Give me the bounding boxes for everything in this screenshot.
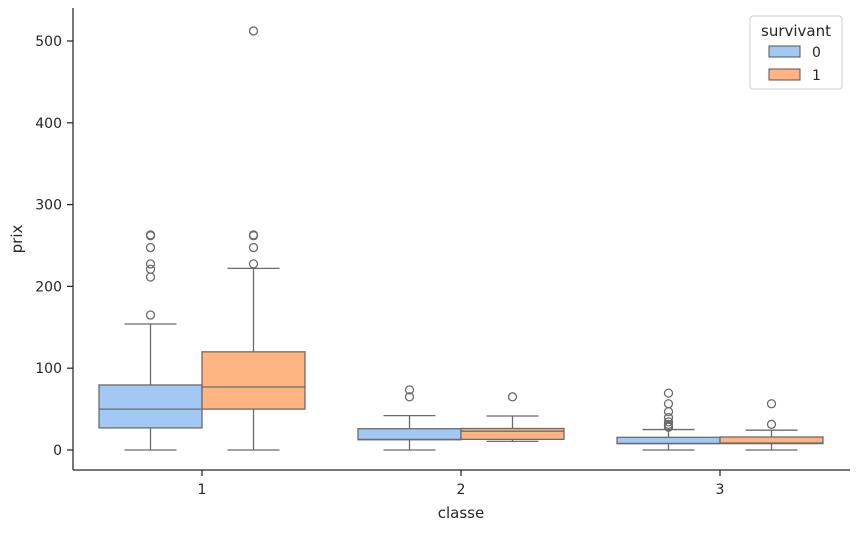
x-tick-label: 2 — [457, 482, 466, 498]
iqr-box — [616, 436, 721, 445]
iqr-box — [98, 384, 203, 429]
outlier-point — [248, 242, 259, 253]
outlier-point — [248, 259, 259, 269]
outlier-point — [663, 417, 674, 427]
box-1-class-3 — [719, 399, 824, 451]
x-ticks: 1 2 3 — [198, 470, 725, 498]
x-axis-label: classe — [438, 504, 484, 522]
y-tick-label: 300 — [35, 198, 62, 214]
y-tick-label: 100 — [35, 361, 62, 377]
legend-swatch-0 — [768, 45, 801, 58]
outlier-point — [507, 392, 518, 402]
outlier-point — [145, 310, 156, 320]
outlier-point — [766, 399, 777, 409]
outlier-point — [663, 399, 674, 409]
box-1-class-1 — [201, 26, 306, 451]
outlier-point — [663, 419, 674, 430]
box-0-class-3 — [616, 388, 721, 451]
iqr-box — [460, 427, 565, 441]
y-tick-label: 400 — [35, 116, 62, 132]
y-ticks: 0 100 200 300 400 500 — [35, 34, 73, 459]
outlier-point — [145, 259, 156, 269]
outlier-point — [404, 385, 415, 395]
legend-title: survivant — [761, 22, 831, 40]
outlier-point — [663, 412, 674, 423]
outlier-point — [145, 230, 156, 240]
x-tick-label: 3 — [716, 482, 725, 498]
box-1-class-2 — [460, 392, 565, 443]
outlier-point — [248, 230, 259, 240]
iqr-box — [357, 428, 462, 441]
outlier-point — [766, 419, 777, 429]
iqr-box — [201, 351, 306, 410]
box-0-class-2 — [357, 385, 462, 451]
outlier-point — [248, 26, 259, 36]
plot-area — [98, 26, 824, 451]
x-tick-label: 1 — [198, 482, 207, 498]
y-tick-label: 200 — [35, 279, 62, 295]
outlier-point — [145, 264, 156, 274]
outlier-point — [663, 406, 674, 417]
legend-swatch-1 — [768, 68, 801, 81]
y-axis-label: prix — [8, 225, 26, 254]
box-0-class-1 — [98, 230, 203, 451]
y-tick-label: 500 — [35, 34, 62, 50]
outlier-point — [145, 242, 156, 253]
legend: survivant 0 1 — [749, 15, 843, 90]
outlier-point — [145, 272, 156, 282]
outlier-point — [404, 392, 415, 402]
legend-label-0: 0 — [812, 45, 821, 61]
legend-label-1: 1 — [812, 68, 821, 84]
outlier-point — [663, 388, 674, 398]
y-tick-label: 0 — [53, 443, 62, 459]
